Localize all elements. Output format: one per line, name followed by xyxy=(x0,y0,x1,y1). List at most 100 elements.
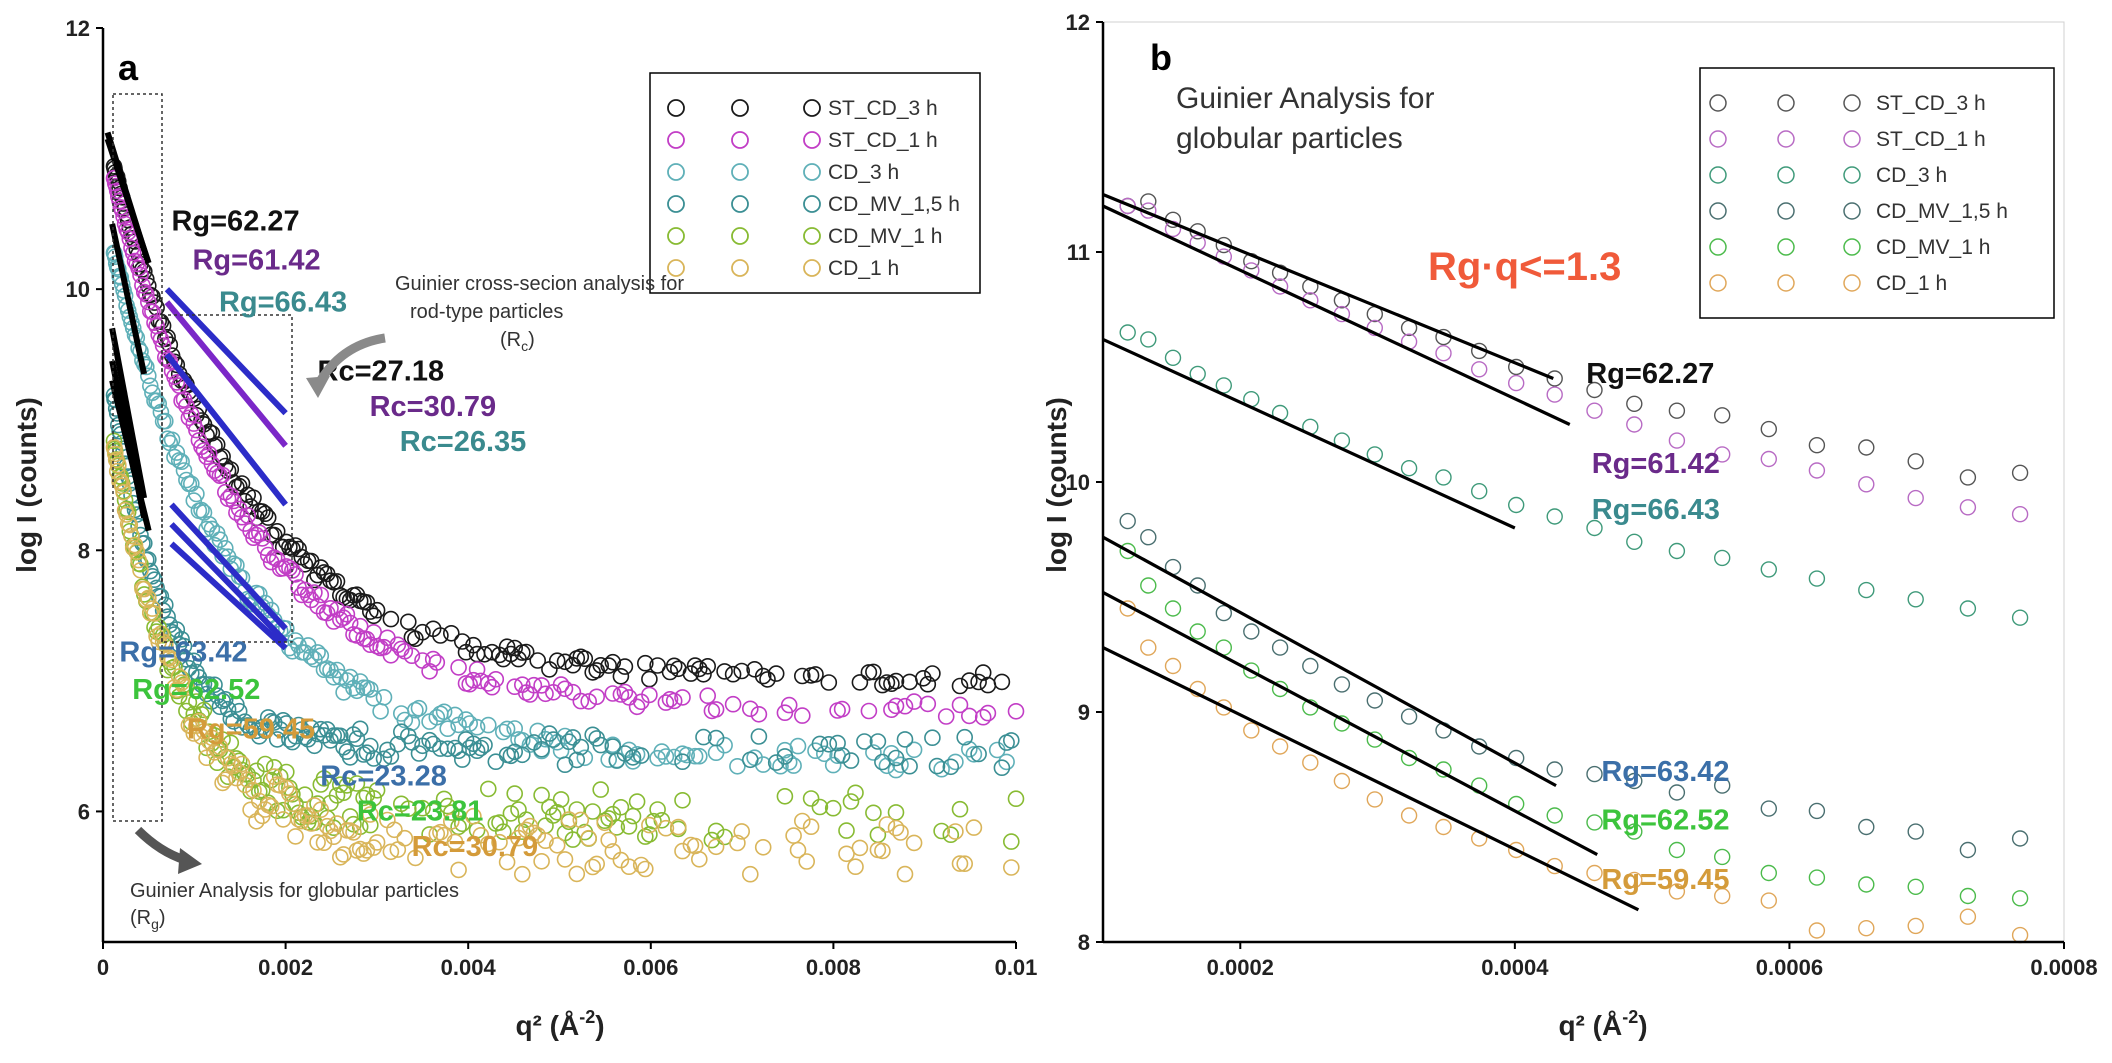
panel-b-legend-marker xyxy=(1709,238,1727,256)
rod-note-line1: Guinier cross-secion analysis for xyxy=(395,273,684,295)
panel-b-point xyxy=(1858,439,1875,456)
panel-a-point xyxy=(315,770,333,787)
panel-b-fit-line xyxy=(1102,590,1598,857)
panel-a-point xyxy=(446,833,464,851)
panel-a-point xyxy=(239,507,256,524)
panel-a-point xyxy=(815,745,833,763)
panel-b-point xyxy=(1586,765,1603,783)
panel-a-point xyxy=(180,409,198,427)
panel-a-point xyxy=(754,667,772,685)
panel-a-x-title-unit: Å xyxy=(559,1010,579,1041)
panel-b-x-title-main: q² xyxy=(1558,1010,1584,1041)
panel-b-point xyxy=(1808,437,1826,454)
panel-a-point xyxy=(674,753,691,771)
panel-b-legend-label: CD_3 h xyxy=(1876,164,1947,187)
panel-a-point xyxy=(154,317,172,335)
panel-a-point xyxy=(842,793,860,810)
panel-a-point xyxy=(361,806,379,823)
panel-a-point xyxy=(178,397,195,415)
panel-a-point xyxy=(600,657,618,674)
panel-a-point xyxy=(476,736,493,754)
panel-b-point xyxy=(2011,464,2029,481)
panel-b-y-tick-label: 12 xyxy=(1066,10,1090,35)
panel-a-point xyxy=(183,713,200,731)
panel-a-y-ticks: 6 8 10 12 xyxy=(66,16,103,824)
panel-a-point xyxy=(951,696,969,714)
panel-a-point xyxy=(616,683,634,701)
panel-a-point xyxy=(465,636,482,654)
panel-a-point xyxy=(851,839,869,857)
panel-a-point xyxy=(341,822,359,839)
panel-a-point xyxy=(290,540,307,558)
panel-a-point xyxy=(657,819,675,837)
panel-a-point xyxy=(375,750,393,768)
panel-a-legend-marker xyxy=(803,195,821,213)
panel-a-x-ticks: 0 0.002 0.004 0.006 0.008 0.01 xyxy=(97,942,1037,980)
panel-a-point xyxy=(690,747,708,765)
panel-a-point xyxy=(707,729,725,747)
panel-a-point xyxy=(211,531,229,549)
panel-a-point xyxy=(556,756,574,774)
panel-a-annotation: Rc=26.35 xyxy=(400,426,527,458)
panel-b: 8 9 10 11 12 0.0002 0.0004 0.0006 0.0008 b Guin… xyxy=(1041,10,2098,1041)
panel-a-point xyxy=(905,693,923,710)
panel-a-point xyxy=(842,752,860,769)
panel-a-point xyxy=(707,838,725,856)
panel-a-point xyxy=(113,477,131,495)
panel-a-rg-region-box xyxy=(112,93,163,822)
panel-b-point xyxy=(1140,331,1157,348)
panel-a-point xyxy=(410,745,428,762)
panel-a-point xyxy=(368,781,386,799)
panel-b-point xyxy=(1215,377,1233,394)
panel-b-point xyxy=(1400,460,1418,477)
panel-a-point xyxy=(998,753,1015,771)
panel-a-point xyxy=(414,799,431,817)
panel-a-point xyxy=(754,838,772,856)
panel-a-point xyxy=(195,675,213,693)
panel-b-point xyxy=(1546,807,1563,824)
panel-a-x-title-exp: -2 xyxy=(579,1007,595,1027)
panel-a-point xyxy=(108,462,126,480)
panel-a-point xyxy=(951,677,969,695)
panel-a-point xyxy=(942,826,960,844)
panel-a-point xyxy=(947,823,964,840)
panel-a-point xyxy=(887,697,905,715)
panel-b-point xyxy=(1271,738,1289,755)
panel-a-point xyxy=(106,439,123,457)
panel-b-point xyxy=(1435,345,1452,362)
panel-a-point xyxy=(365,789,383,807)
panel-b-point xyxy=(1164,600,1182,617)
panel-a-point xyxy=(190,712,208,730)
panel-b-legend-label: CD_MV_1,5 h xyxy=(1876,200,2008,223)
panel-a-point xyxy=(686,657,704,674)
panel-b-point xyxy=(1119,542,1136,560)
panel-a-point xyxy=(1007,790,1025,808)
panel-b-point xyxy=(1435,469,1452,486)
panel-a-point xyxy=(665,748,683,766)
panel-a-point xyxy=(665,692,683,710)
panel-a-point xyxy=(789,737,807,755)
panel-a-point xyxy=(134,276,151,294)
panel-a-point xyxy=(230,702,248,720)
panel-a-point xyxy=(600,831,618,849)
panel-b-legend-label: ST_CD_1 h xyxy=(1876,128,1986,151)
panel-b-point xyxy=(1713,848,1731,866)
panel-a-point xyxy=(325,828,343,846)
panel-a-point xyxy=(914,669,932,687)
panel-a-point xyxy=(322,599,339,617)
panel-a-point xyxy=(239,766,256,783)
panel-a-point xyxy=(248,812,265,830)
panel-a-point xyxy=(312,559,330,576)
panel-a-point xyxy=(361,816,379,834)
panel-a-point xyxy=(556,851,574,868)
panel-b-legend-label: ST_CD_3 h xyxy=(1876,92,1986,115)
panel-b-legend-marker xyxy=(1843,238,1861,256)
panel-b-point xyxy=(1243,722,1260,739)
panel-a-point xyxy=(299,730,317,748)
panel-a-point xyxy=(152,313,170,331)
panel-a-point xyxy=(896,731,914,748)
panel-a-point xyxy=(335,784,352,802)
panel-a-point xyxy=(259,509,277,526)
panel-a-point xyxy=(253,530,271,547)
panel-a-legend-marker xyxy=(803,131,821,149)
